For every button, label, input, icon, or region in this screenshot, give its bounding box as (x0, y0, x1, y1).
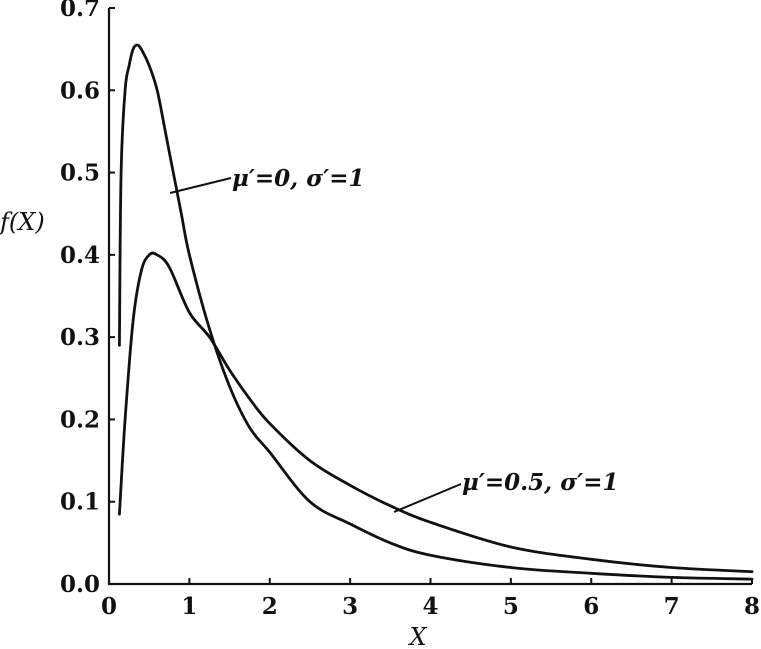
y-tick-label: 0.3 (60, 324, 100, 351)
y-axis: 0.0 0.1 0.2 0.3 0.4 0.5 0.6 0.7 (60, 0, 115, 598)
series-line-1 (118, 251, 754, 574)
annotation-leader-1 (393, 483, 462, 513)
y-tick-label: 0.1 (60, 489, 100, 516)
x-tick-label: 2 (262, 593, 278, 620)
y-tick-label: 0.0 (60, 571, 100, 598)
series-line-0 (118, 43, 754, 581)
x-tick-label: 4 (422, 593, 438, 620)
annotation-leader-0 (169, 177, 232, 194)
x-tick-label: 8 (744, 593, 760, 620)
x-tick-label: 1 (181, 593, 197, 620)
x-tick-label: 7 (664, 593, 680, 620)
x-tick-label: 6 (583, 593, 599, 620)
annotations: μ′=0, σ′=1 μ′=0.5, σ′=1 (169, 165, 619, 513)
y-tick-label: 0.5 (60, 160, 100, 187)
annotation-label-1: μ′=0.5, σ′=1 (462, 469, 619, 496)
y-tick-label: 0.6 (60, 77, 100, 104)
x-tick-label: 3 (342, 593, 358, 620)
y-axis-title: f(X) (0, 208, 45, 236)
y-tick-label: 0.7 (60, 0, 100, 22)
y-tick-label: 0.2 (60, 406, 100, 433)
x-axis: 0 1 2 3 4 5 6 7 8 (101, 578, 760, 620)
x-tick-label: 0 (101, 593, 117, 620)
annotation-label-0: μ′=0, σ′=1 (232, 165, 365, 192)
x-axis-title: X (407, 623, 427, 649)
y-tick-label: 0.4 (60, 242, 100, 269)
x-tick-label: 5 (503, 593, 519, 620)
plot-series (118, 43, 754, 581)
